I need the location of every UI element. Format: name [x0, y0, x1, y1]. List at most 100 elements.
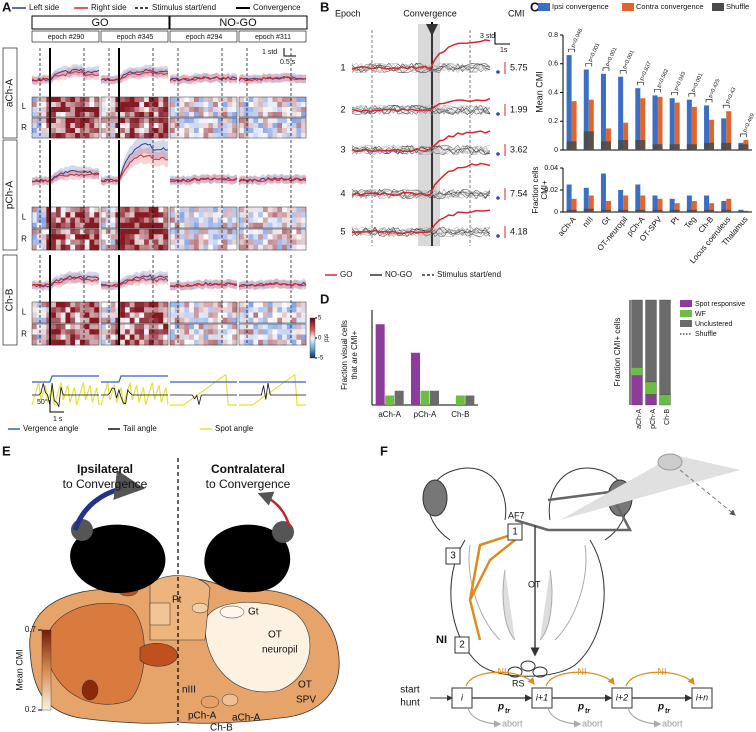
heatmap-cell: [227, 244, 233, 251]
side-header: Contralateral: [211, 462, 285, 476]
heatmap-cell: [179, 317, 185, 324]
trace: [31, 68, 100, 82]
heatmap-cell: [94, 312, 100, 319]
heatmap-cell: [189, 329, 195, 335]
heatmap-cell: [301, 329, 307, 335]
heatmap-cell: [75, 239, 81, 246]
heatmap-cell: [198, 339, 204, 346]
abort-arrow: [627, 707, 662, 728]
heatmap-cell: [258, 112, 264, 118]
heatmap-cell: [213, 107, 219, 113]
heatmap-cell: [267, 234, 273, 240]
heatmap-cell: [258, 118, 264, 124]
heatmap-cell: [258, 324, 264, 330]
heatmap-cell: [134, 133, 140, 139]
heatmap-cell: [75, 97, 81, 103]
heatmap-cell: [124, 222, 131, 229]
heatmap-cell: [41, 312, 47, 319]
heatmap-cell: [253, 334, 259, 341]
heatmap-cell: [148, 334, 154, 341]
epoch-box: [31, 30, 100, 43]
heatmap-cell: [213, 234, 219, 240]
heatmap-cell: [189, 112, 195, 118]
heatmap-cell: [41, 217, 47, 224]
region-teg: [149, 602, 171, 626]
heatmap-cell: [179, 229, 185, 235]
p-value: p<0.001: [605, 47, 619, 68]
heatmap-cell: [184, 244, 190, 251]
heatmap-cell: [41, 118, 47, 124]
heatmap-cell: [239, 128, 245, 134]
go-trace: [351, 209, 491, 235]
heatmap-cell: [139, 312, 145, 319]
legend-label: Vergence angle: [23, 424, 79, 433]
heatmap-cell: [282, 102, 288, 108]
heatmap-cell: [208, 128, 214, 134]
heatmap-cell: [51, 234, 57, 240]
heatmap-cell: [124, 239, 131, 246]
y-tick-label: 0.04: [544, 165, 558, 172]
bracket: [722, 104, 730, 109]
heatmap-cell: [89, 123, 95, 129]
heatmap-cell: [70, 222, 76, 229]
heatmap-cell: [272, 244, 278, 251]
heatmap-cell: [94, 107, 100, 113]
p-value: p=0.046: [570, 28, 584, 49]
heatmap-cell: [248, 334, 254, 341]
heatmap-cell: [258, 239, 264, 246]
heatmap-cell: [79, 312, 85, 319]
trace: [169, 76, 238, 82]
heatmap-cell: [253, 118, 259, 124]
heatmap-cell: [301, 339, 307, 346]
heatmap-cell: [124, 133, 131, 139]
region-lc: [81, 679, 99, 701]
heatmap-cell: [198, 107, 204, 113]
heatmap-cell: [267, 97, 273, 103]
heatmap-cell: [120, 118, 126, 124]
heatmap-cell: [139, 112, 145, 118]
x-tick-label: Pt: [669, 214, 681, 226]
heatmap-cell: [134, 123, 140, 129]
heatmap-cell: [193, 102, 200, 108]
bracket: [568, 48, 575, 53]
heatmap-cell: [134, 239, 140, 246]
heatmap-cell: [239, 302, 245, 308]
heatmap-cell: [55, 312, 62, 319]
heatmap-cell: [184, 229, 190, 235]
heatmap-cell: [60, 212, 66, 218]
heatmap-cell: [148, 212, 154, 218]
heatmap-cell: [89, 339, 95, 346]
heatmap-cell: [75, 302, 81, 308]
heatmap-cell: [179, 339, 185, 346]
epoch-box: [169, 30, 238, 43]
projection: [514, 490, 633, 532]
heatmap-cell: [124, 118, 131, 124]
heatmap-cell: [301, 133, 307, 139]
x-tick-label: nIII: [581, 215, 595, 229]
heatmap-cell: [84, 128, 90, 134]
heatmap-cell: [203, 128, 209, 134]
heatmap-cell: [89, 133, 95, 139]
step-label: 2: [459, 640, 465, 651]
heatmap-cell: [101, 102, 107, 108]
heatmap-cell: [89, 244, 95, 251]
heatmap-cell: [51, 212, 57, 218]
bar: [623, 122, 629, 150]
heatmap-cell: [262, 128, 269, 134]
bar: [618, 139, 629, 150]
heatmap-cell: [267, 123, 273, 129]
heatmap-cell: [170, 102, 176, 108]
side-header: Ipsilateral: [77, 462, 133, 476]
heatmap-cell: [286, 217, 292, 224]
heatmap-cell: [32, 222, 38, 229]
heatmap-cell: [94, 128, 100, 134]
heatmap-cell: [60, 329, 66, 335]
colorbar-tick-label: 0.7: [25, 625, 37, 634]
trace: [31, 277, 100, 287]
heatmap-cell: [248, 239, 254, 246]
heatmap-cell: [248, 317, 254, 324]
heatmap-frame: [238, 96, 307, 118]
heatmap-cell: [84, 207, 90, 213]
ot: [502, 569, 553, 641]
heatmap-cell: [243, 229, 249, 235]
